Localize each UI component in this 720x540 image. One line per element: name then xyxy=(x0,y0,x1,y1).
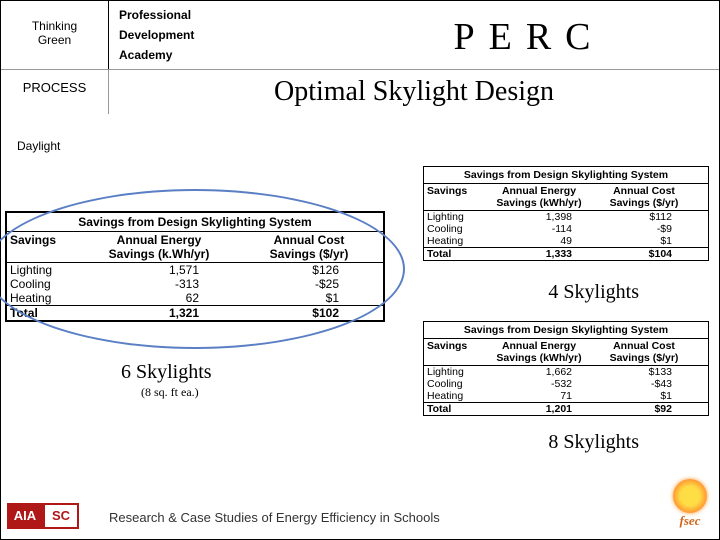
header: Thinking Green Professional Development … xyxy=(1,1,719,69)
table-8-skylights: Savings from Design Skylighting System S… xyxy=(423,321,709,416)
process-label: PROCESS xyxy=(1,70,109,114)
daylight-label: Daylight xyxy=(17,139,60,153)
table-6-skylights: Savings from Design Skylighting System S… xyxy=(5,211,385,322)
fsec-logo: fsec xyxy=(673,479,707,529)
academy-label: Professional Development Academy xyxy=(109,1,339,69)
label-4-skylights: 4 Skylights xyxy=(548,281,639,304)
footer-text: Research & Case Studies of Energy Effici… xyxy=(109,510,440,525)
page-title: Optimal Skylight Design xyxy=(109,70,719,114)
thinking-green-label: Thinking Green xyxy=(1,1,108,65)
label-6-skylights-sub: (8 sq. ft ea.) xyxy=(141,385,199,400)
aia-sc-logo: AIA SC xyxy=(7,503,79,529)
table-4-skylights: Savings from Design Skylighting System S… xyxy=(423,166,709,261)
perc-logo: PERC xyxy=(339,1,719,69)
label-6-skylights: 6 Skylights xyxy=(121,361,212,384)
label-8-skylights: 8 Skylights xyxy=(548,431,639,454)
sun-icon xyxy=(673,479,707,513)
